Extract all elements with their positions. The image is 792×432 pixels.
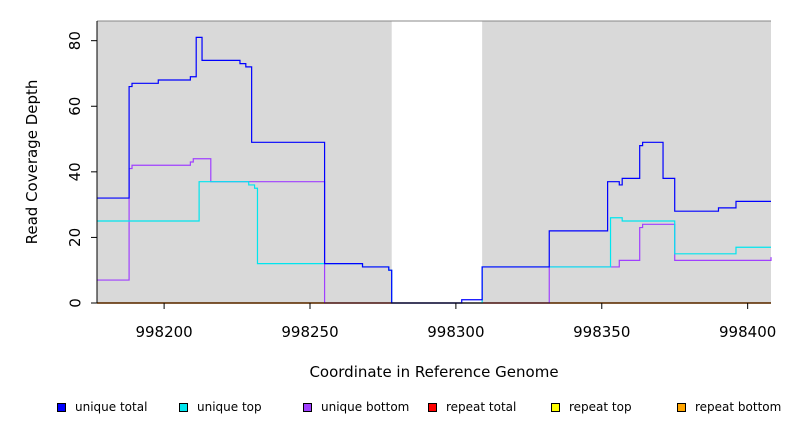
y-tick-label: 80 — [66, 31, 84, 50]
legend-swatch — [551, 402, 560, 412]
legend-label: unique top — [197, 400, 262, 414]
x-tick-label: 998250 — [281, 323, 338, 341]
legend-swatch — [303, 402, 312, 412]
legend-item-unique-top: unique top — [179, 400, 262, 414]
y-tick-label: 20 — [66, 228, 84, 247]
axes: 0 20 40 60 80 998200 998250 998300 998350 998400 — [66, 20, 776, 341]
legend-swatch — [179, 402, 188, 412]
legend-label: repeat top — [569, 400, 632, 414]
shaded-regions — [97, 21, 771, 303]
legend: unique total unique top unique bottom repea… — [0, 400, 792, 420]
y-axis-title: Read Coverage Depth — [23, 80, 41, 245]
legend-item-repeat-top: repeat top — [551, 400, 632, 414]
x-tick-label: 998300 — [427, 323, 484, 341]
y-tick-label: 60 — [66, 97, 84, 116]
x-tick-label: 998200 — [135, 323, 192, 341]
legend-label: repeat total — [446, 400, 517, 414]
series-line-unique-bottom — [97, 158, 772, 304]
shaded-region-1 — [97, 21, 392, 303]
legend-label: repeat bottom — [695, 400, 782, 414]
y-tick-label: 0 — [66, 298, 84, 308]
x-axis-title: Coordinate in Reference Genome — [309, 363, 558, 381]
legend-swatch — [428, 402, 437, 412]
legend-swatch — [677, 402, 686, 412]
shaded-region-2 — [482, 21, 771, 303]
y-tick-label: 40 — [66, 162, 84, 181]
legend-label: unique total — [75, 400, 148, 414]
legend-item-repeat-total: repeat total — [428, 400, 516, 414]
legend-item-unique-total: unique total — [57, 400, 147, 414]
x-tick-label: 998400 — [719, 323, 776, 341]
legend-item-repeat-bottom: repeat bottom — [677, 400, 781, 414]
x-tick-label: 998350 — [573, 323, 630, 341]
legend-swatch — [57, 402, 66, 412]
legend-item-unique-bottom: unique bottom — [303, 400, 409, 414]
legend-label: unique bottom — [321, 400, 410, 414]
